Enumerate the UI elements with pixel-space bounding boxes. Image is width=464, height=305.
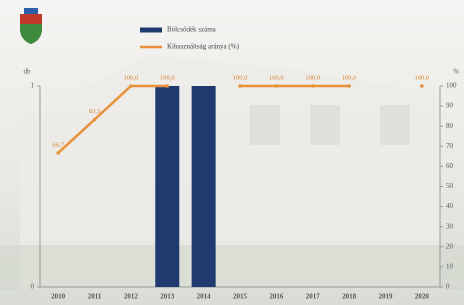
x-tick-label: 2018 bbox=[342, 293, 357, 301]
data-label: 100,0 bbox=[342, 74, 357, 81]
window bbox=[380, 105, 410, 145]
x-tick-label: 2015 bbox=[233, 293, 248, 301]
line-point bbox=[238, 84, 242, 88]
y-tick-label: 0 bbox=[31, 283, 35, 291]
x-tick-label: 2019 bbox=[378, 293, 393, 301]
line-point bbox=[420, 84, 424, 88]
y2-tick-label: 20 bbox=[446, 242, 454, 250]
line-point bbox=[275, 84, 279, 88]
legend-label: Kihasználtság aránya (%) bbox=[167, 43, 240, 51]
data-label: 100,0 bbox=[160, 74, 175, 81]
line-point bbox=[347, 84, 351, 88]
chart: db % 01010203040506070809010020102011201… bbox=[0, 0, 464, 305]
y-axis-label: db bbox=[24, 68, 32, 76]
line-point bbox=[129, 84, 133, 88]
ground bbox=[0, 245, 464, 290]
data-label: 100,0 bbox=[269, 74, 284, 81]
y2-tick-label: 40 bbox=[446, 202, 454, 210]
data-label: 100,0 bbox=[415, 74, 430, 81]
line-point bbox=[165, 84, 169, 88]
line-point bbox=[56, 151, 60, 155]
x-tick-label: 2013 bbox=[160, 293, 175, 301]
y2-tick-label: 30 bbox=[446, 222, 454, 230]
data-label: 83,3 bbox=[89, 108, 100, 115]
data-label: 100,0 bbox=[233, 74, 248, 81]
page: {"chart_data": { "type": "bar-line", "ca… bbox=[0, 0, 464, 305]
y2-tick-label: 90 bbox=[446, 102, 454, 110]
window bbox=[250, 105, 280, 145]
line-point bbox=[93, 118, 97, 122]
y2-tick-label: 10 bbox=[446, 263, 454, 271]
x-tick-label: 2012 bbox=[124, 293, 139, 301]
data-label: 100,0 bbox=[305, 74, 320, 81]
line-point bbox=[311, 84, 315, 88]
bar bbox=[155, 86, 179, 287]
x-tick-label: 2020 bbox=[415, 293, 430, 301]
legend-label: Bölcsődék száma bbox=[167, 26, 217, 34]
x-tick-label: 2010 bbox=[51, 293, 66, 301]
y2-tick-label: 80 bbox=[446, 122, 454, 130]
y2-tick-label: 50 bbox=[446, 182, 454, 190]
y2-tick-label: 60 bbox=[446, 162, 454, 170]
y2-axis-label: % bbox=[453, 68, 459, 76]
window bbox=[310, 105, 340, 145]
y-tick-label: 1 bbox=[31, 82, 35, 90]
data-label: 66,7 bbox=[52, 141, 64, 148]
data-label: 100,0 bbox=[124, 74, 139, 81]
legend-swatch bbox=[140, 28, 162, 33]
x-tick-label: 2011 bbox=[88, 293, 102, 301]
x-tick-label: 2016 bbox=[269, 293, 284, 301]
x-tick-label: 2014 bbox=[197, 293, 212, 301]
y2-tick-label: 0 bbox=[446, 283, 450, 291]
x-tick-label: 2017 bbox=[306, 293, 321, 301]
bar bbox=[192, 86, 216, 287]
y2-tick-label: 100 bbox=[446, 82, 457, 90]
y2-tick-label: 70 bbox=[446, 142, 454, 150]
